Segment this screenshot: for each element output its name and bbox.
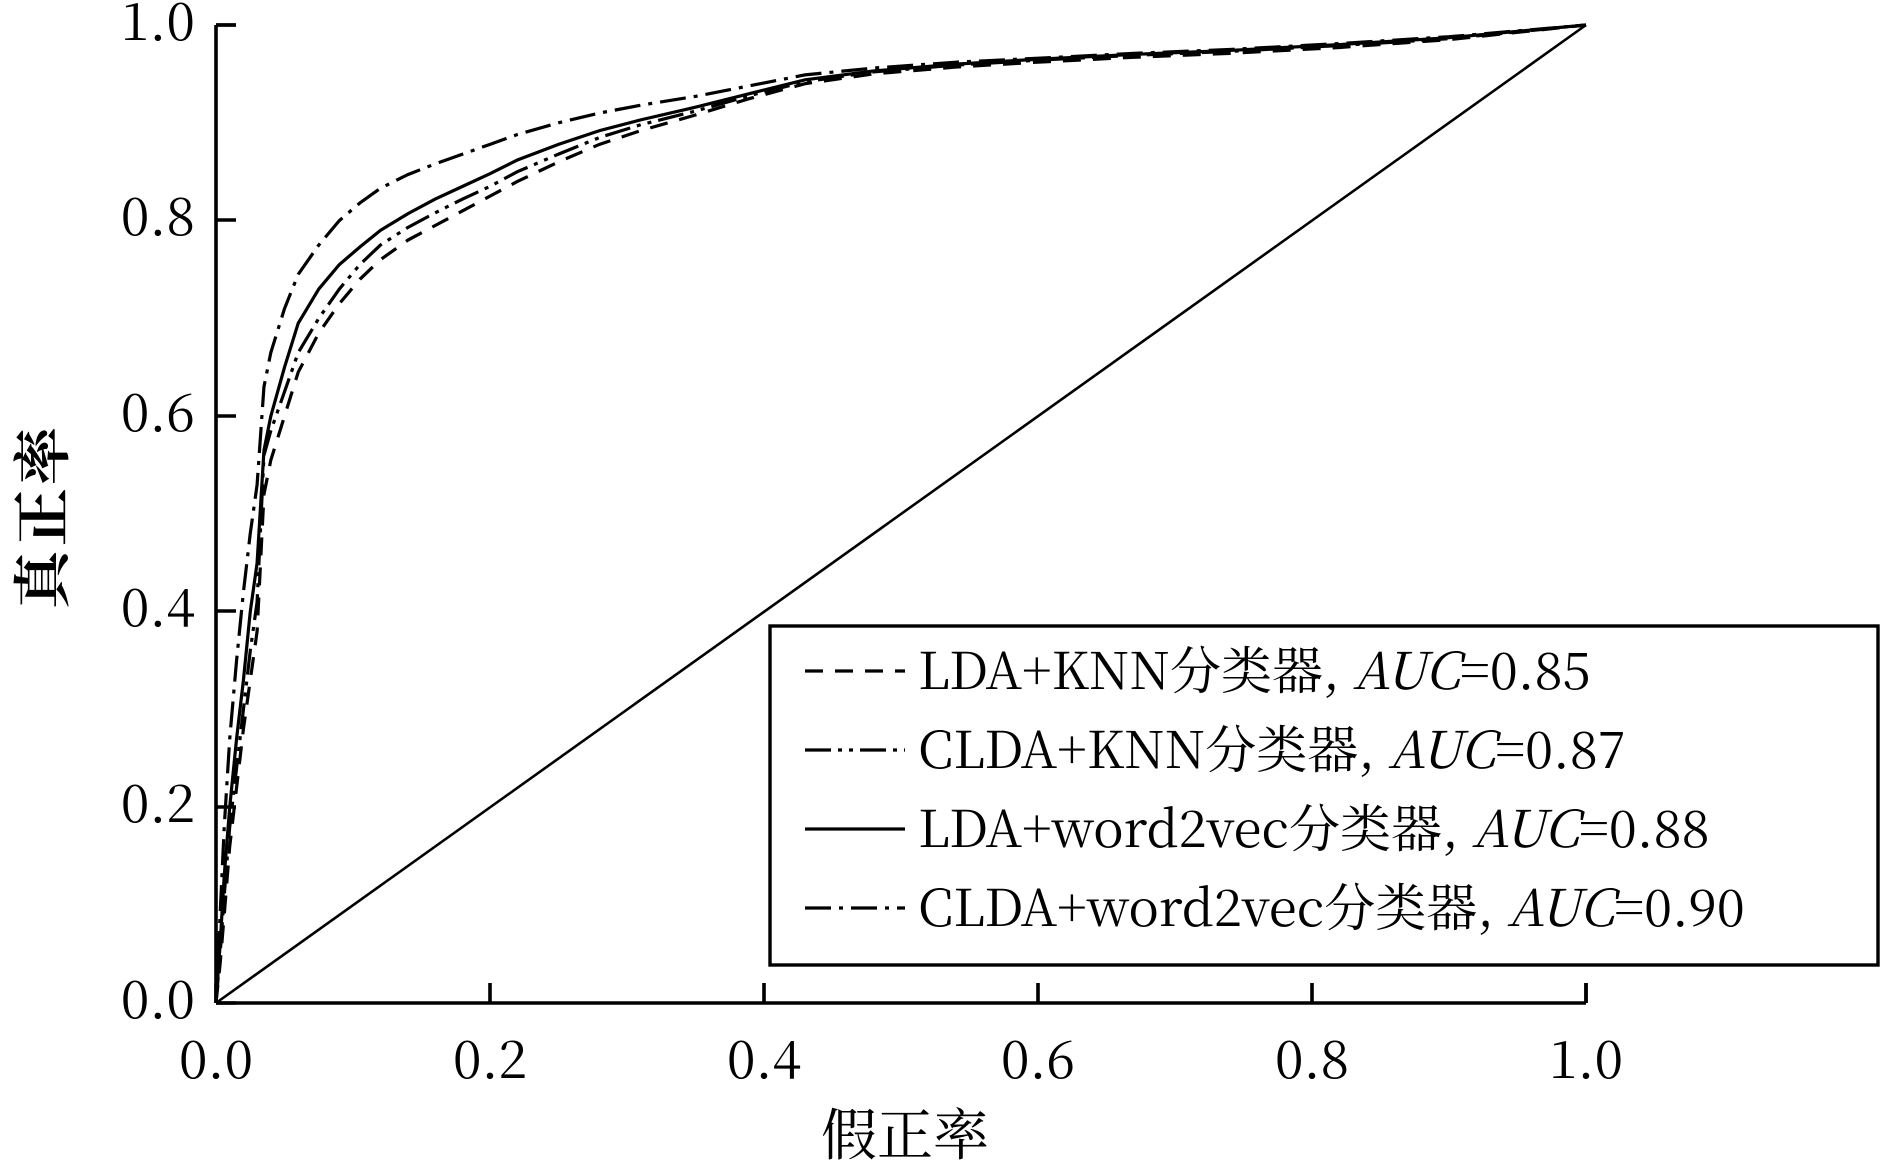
- svg-text:1.0: 1.0: [1549, 1018, 1623, 1093]
- svg-text:0.8: 0.8: [121, 175, 195, 250]
- svg-text:真: 真: [0, 544, 80, 609]
- svg-text:0.0: 0.0: [179, 1018, 253, 1093]
- svg-text:LDA+KNN分类器, AUC=0.85: LDA+KNN分类器, AUC=0.85: [918, 630, 1591, 704]
- svg-text:CLDA+word2vec分类器, AUC=0.90: CLDA+word2vec分类器, AUC=0.90: [918, 867, 1745, 941]
- svg-text:CLDA+KNN分类器, AUC=0.87: CLDA+KNN分类器, AUC=0.87: [918, 709, 1626, 783]
- svg-text:0.8: 0.8: [1275, 1018, 1349, 1093]
- svg-text:0.2: 0.2: [121, 762, 195, 837]
- svg-text:LDA+word2vec分类器, AUC=0.88: LDA+word2vec分类器, AUC=0.88: [918, 788, 1710, 862]
- svg-text:0.6: 0.6: [1001, 1018, 1075, 1093]
- svg-text:0.6: 0.6: [121, 371, 195, 446]
- svg-text:0.4: 0.4: [727, 1018, 801, 1093]
- svg-text:1.0: 1.0: [121, 0, 195, 55]
- svg-text:0.2: 0.2: [453, 1018, 527, 1093]
- svg-text:正: 正: [0, 488, 80, 546]
- svg-text:0.4: 0.4: [121, 566, 195, 641]
- svg-text:率: 率: [0, 426, 80, 485]
- svg-text:假正率: 假正率: [821, 1092, 989, 1167]
